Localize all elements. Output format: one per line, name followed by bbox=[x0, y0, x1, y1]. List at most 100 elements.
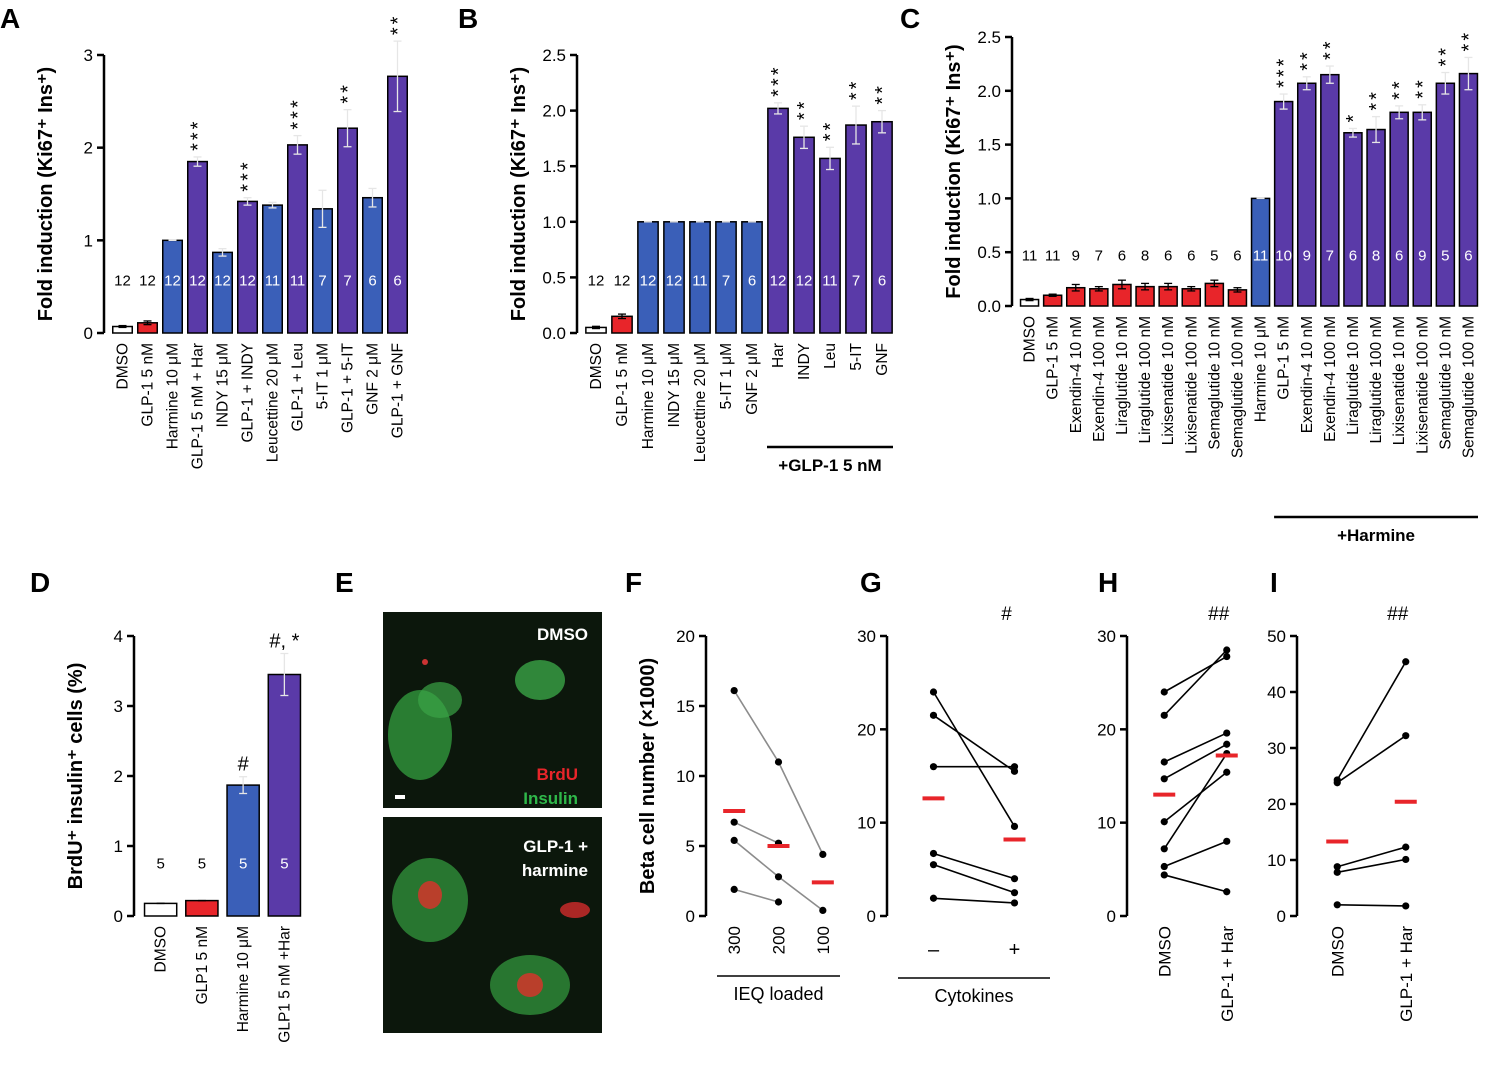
y-tick-label: 2.0 bbox=[542, 102, 566, 121]
n-label: 6 bbox=[748, 273, 756, 290]
n-label: 11 bbox=[692, 273, 708, 290]
category-label: DMSO bbox=[588, 343, 605, 390]
bar bbox=[1273, 100, 1294, 307]
data-point bbox=[1010, 875, 1019, 883]
panel-letter: I bbox=[1270, 567, 1278, 598]
significance: *** bbox=[238, 159, 260, 191]
n-label: 11 bbox=[265, 273, 281, 290]
y-tick-label: 0.5 bbox=[542, 268, 566, 287]
data-point bbox=[1333, 868, 1341, 876]
y-tick-label: 4 bbox=[114, 627, 123, 646]
category-label: GLP1 5 nM +Har bbox=[276, 926, 293, 1043]
category-label: GLP-1 + INDY bbox=[240, 343, 257, 443]
category-label: 200 bbox=[770, 926, 789, 954]
panel-letter: C bbox=[900, 3, 920, 34]
pair-line bbox=[733, 690, 824, 855]
nucleus bbox=[418, 881, 442, 909]
data-point bbox=[774, 898, 783, 906]
n-label: 12 bbox=[189, 273, 206, 290]
data-point bbox=[1223, 740, 1231, 748]
category-label: Exendin-4 10 nM bbox=[1068, 316, 1085, 433]
pair-line bbox=[1163, 649, 1228, 716]
category-label: 300 bbox=[725, 926, 744, 954]
data-point bbox=[1402, 843, 1410, 851]
nucleus bbox=[560, 902, 590, 918]
y-tick-label: 0.0 bbox=[542, 324, 566, 343]
y-tick-label: 10 bbox=[1097, 814, 1116, 833]
significance: ** bbox=[1435, 45, 1457, 67]
bar bbox=[1296, 82, 1317, 307]
significance: ** bbox=[1389, 78, 1411, 100]
category-label: GLP1 5 nM bbox=[194, 926, 211, 1004]
y-tick-label: 0 bbox=[1107, 907, 1116, 926]
significance: ** bbox=[338, 82, 360, 104]
significance: *** bbox=[768, 64, 790, 96]
data-point bbox=[1223, 646, 1231, 654]
n-label: 12 bbox=[640, 273, 657, 290]
data-point bbox=[730, 818, 738, 826]
y-tick-label: 0 bbox=[867, 907, 876, 926]
n-label: 6 bbox=[1118, 247, 1126, 264]
category-label: Lixisenatide 100 nM bbox=[1414, 316, 1431, 454]
y-tick-label: 20 bbox=[857, 720, 876, 739]
bracket-label: +GLP-1 5 nM bbox=[778, 456, 881, 475]
n-label: 12 bbox=[239, 273, 256, 290]
data-point bbox=[1010, 822, 1019, 831]
n-label: 8 bbox=[1141, 247, 1149, 264]
y-axis-label: Beta cell number (×1000) bbox=[637, 658, 659, 894]
n-label: 9 bbox=[1418, 247, 1426, 264]
y-tick-label: 20 bbox=[1097, 720, 1116, 739]
y-tick-label: 0 bbox=[686, 907, 695, 926]
category-label: Harmine 10 μM bbox=[235, 926, 252, 1032]
y-tick-label: 0.5 bbox=[977, 243, 1001, 262]
category-label: Lixisenatide 10 nM bbox=[1391, 316, 1408, 445]
category-label: Harmine 10 μM bbox=[1253, 316, 1270, 422]
y-axis-label: Fold induction (Ki67⁺ Ins⁺) bbox=[35, 67, 57, 321]
category-label: Liraglutide 100 nM bbox=[1137, 316, 1154, 444]
pair-line bbox=[1163, 732, 1228, 763]
n-label: 5 bbox=[198, 855, 206, 872]
bar bbox=[1343, 132, 1363, 307]
category-label: Semaglutide 10 nM bbox=[1437, 316, 1454, 450]
y-tick-label: 30 bbox=[1267, 739, 1286, 758]
category-label: Harmine 10 μM bbox=[165, 343, 182, 449]
n-label: 12 bbox=[139, 273, 156, 290]
n-label: 12 bbox=[164, 273, 181, 290]
bar bbox=[226, 784, 260, 917]
y-tick-label: 3 bbox=[114, 697, 123, 716]
significance: ** bbox=[1412, 77, 1434, 99]
data-point bbox=[1160, 775, 1168, 783]
bar bbox=[1320, 73, 1340, 307]
category-label: + bbox=[1009, 939, 1021, 961]
bar bbox=[262, 204, 283, 334]
stain-label: BrdU bbox=[536, 765, 578, 784]
panel-letter: A bbox=[0, 3, 20, 34]
category-label: Exendin-4 100 nM bbox=[1091, 316, 1108, 442]
category-label: INDY 15 μM bbox=[666, 343, 683, 427]
pair-line bbox=[933, 897, 1015, 904]
significance: #, * bbox=[269, 631, 299, 653]
y-tick-label: 2 bbox=[84, 139, 93, 158]
significance: # bbox=[1001, 604, 1012, 625]
data-point bbox=[1223, 768, 1231, 776]
data-point bbox=[1160, 871, 1168, 879]
significance: * bbox=[1343, 112, 1365, 123]
n-label: 6 bbox=[368, 273, 376, 290]
category-label: Leu bbox=[822, 343, 839, 369]
x-axis-label: Cytokines bbox=[934, 986, 1013, 1006]
category-label: DMSO bbox=[115, 343, 132, 390]
significance: *** bbox=[1274, 56, 1296, 88]
n-label: 6 bbox=[1464, 247, 1472, 264]
category-label: Liraglutide 10 nM bbox=[1345, 316, 1362, 435]
n-label: 7 bbox=[1326, 247, 1334, 264]
significance: ** bbox=[794, 99, 816, 121]
category-label: GLP-1 5 nM bbox=[1276, 316, 1293, 400]
pair-line bbox=[1163, 771, 1228, 823]
bar bbox=[793, 136, 815, 334]
n-label: 6 bbox=[878, 273, 886, 290]
data-point bbox=[819, 850, 827, 859]
category-label: DMSO bbox=[1022, 316, 1039, 363]
data-point bbox=[774, 873, 783, 881]
bar bbox=[267, 673, 302, 917]
data-point bbox=[774, 758, 783, 766]
